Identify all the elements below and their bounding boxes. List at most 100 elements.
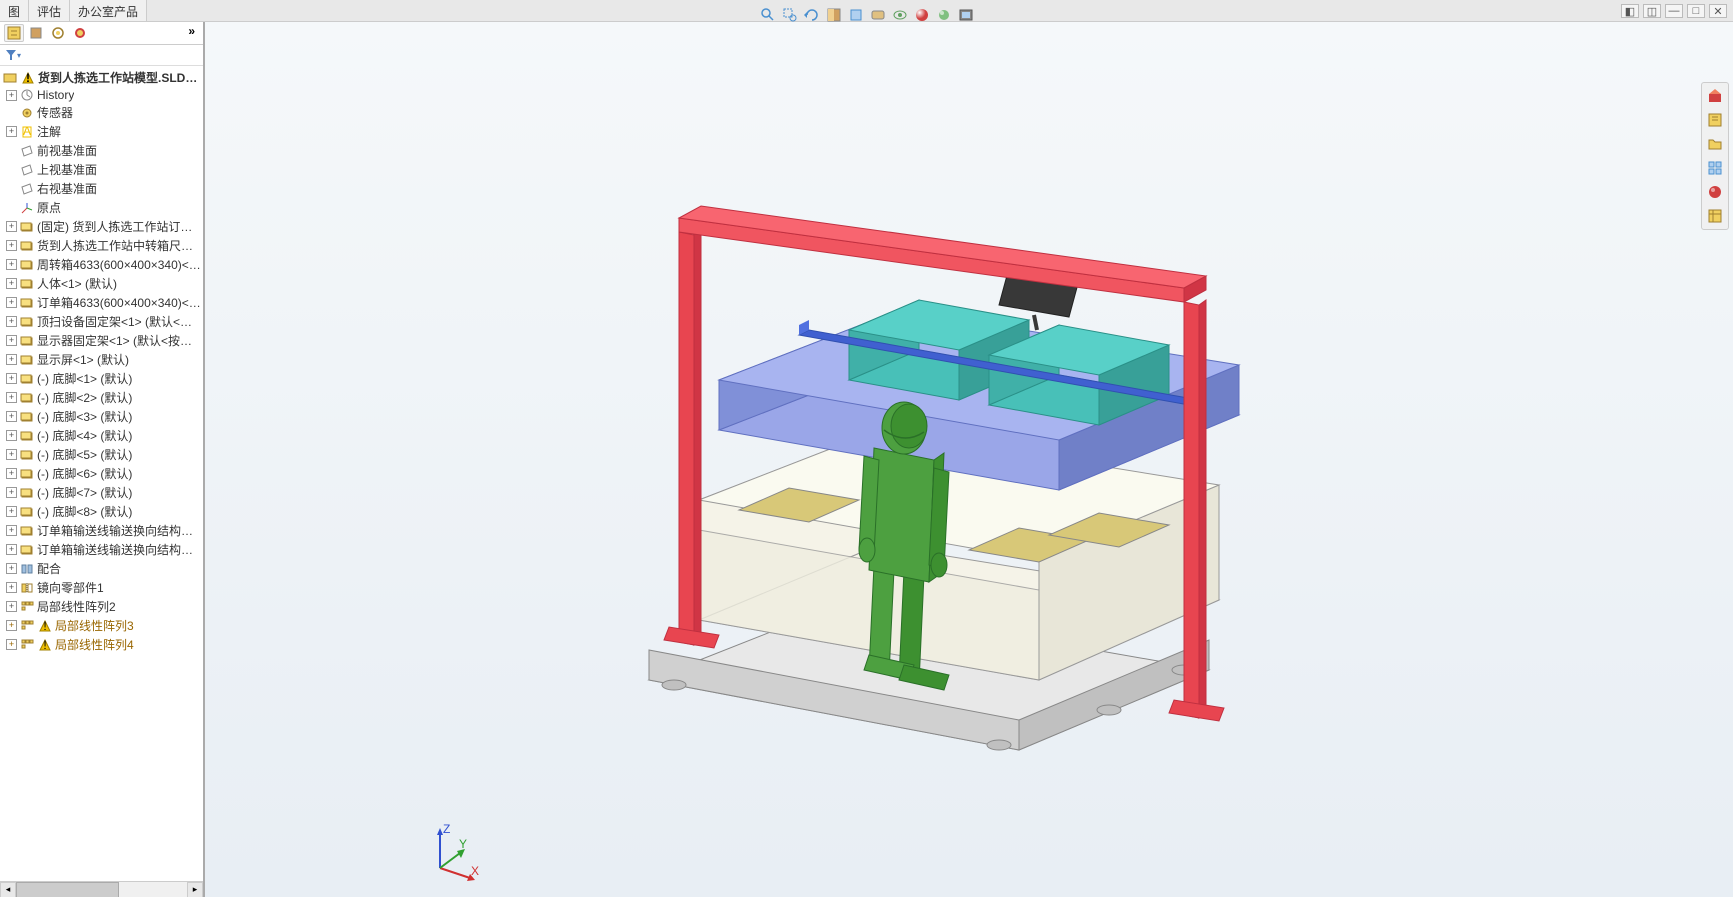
section-view-icon[interactable] [825, 6, 843, 24]
close-icon[interactable]: ✕ [1709, 4, 1727, 18]
zoom-fit-icon[interactable] [759, 6, 777, 24]
view-palette-icon[interactable] [1704, 157, 1726, 179]
expand-icon[interactable] [6, 107, 17, 118]
tree-item[interactable]: +(-) 底脚<5> (默认) [0, 445, 203, 464]
expand-icon[interactable]: + [6, 316, 17, 327]
filter-icon[interactable]: ▾ [4, 47, 22, 63]
dimxpert-tab-icon[interactable] [70, 24, 90, 42]
expand-icon[interactable] [6, 164, 17, 175]
tree-item[interactable]: +A注解 [0, 122, 203, 141]
tree-item[interactable]: +(-) 底脚<7> (默认) [0, 483, 203, 502]
tree-item[interactable]: +!局部线性阵列3 [0, 616, 203, 635]
tree-item[interactable]: +(-) 底脚<2> (默认) [0, 388, 203, 407]
tree-item[interactable]: +周转箱4633(600×400×340)<1> (固 [0, 255, 203, 274]
tree-item[interactable]: +配合 [0, 559, 203, 578]
expand-icon[interactable]: + [6, 544, 17, 555]
panel-max-icon[interactable]: ◫ [1643, 4, 1661, 18]
expand-icon[interactable]: + [6, 90, 17, 101]
apply-scene-icon[interactable] [935, 6, 953, 24]
panel-horizontal-scrollbar[interactable]: ◂ ▸ [0, 881, 203, 897]
scrollbar-right-icon[interactable]: ▸ [187, 882, 203, 897]
expand-icon[interactable]: + [6, 221, 17, 232]
view-orient-icon[interactable] [847, 6, 865, 24]
tree-item[interactable]: +镜向零部件1 [0, 578, 203, 597]
minimize-icon[interactable]: — [1665, 4, 1683, 18]
zoom-area-icon[interactable] [781, 6, 799, 24]
expand-icon[interactable]: + [6, 506, 17, 517]
3d-viewport[interactable]: Z X Y [205, 22, 1733, 897]
display-style-icon[interactable] [869, 6, 887, 24]
tree-item[interactable]: +人体<1> (默认) [0, 274, 203, 293]
feature-tree-tab-icon[interactable] [4, 24, 24, 42]
tree-item[interactable]: +顶扫设备固定架<1> (默认<按加工 [0, 312, 203, 331]
expand-icon[interactable]: + [6, 582, 17, 593]
expand-icon[interactable] [6, 145, 17, 156]
expand-icon[interactable] [6, 202, 17, 213]
tree-item[interactable]: +订单箱输送线输送换向结构总装<4> [0, 540, 203, 559]
design-library-icon[interactable] [1704, 109, 1726, 131]
main-area: » ▾ ! 货到人拣选工作站模型.SLDPRT (默 +History传感器+A… [0, 22, 1733, 897]
scrollbar-thumb[interactable] [16, 882, 119, 897]
tree-item[interactable]: +显示器固定架<1> (默认<按加工>) [0, 331, 203, 350]
tree-item[interactable]: 原点 [0, 198, 203, 217]
expand-icon[interactable]: + [6, 373, 17, 384]
expand-icon[interactable]: + [6, 278, 17, 289]
property-mgr-tab-icon[interactable] [26, 24, 46, 42]
tree-item[interactable]: +!局部线性阵列4 [0, 635, 203, 654]
expand-icon[interactable]: + [6, 259, 17, 270]
expand-icon[interactable]: + [6, 639, 17, 650]
panel-expand-icon[interactable]: » [184, 24, 199, 42]
tree-item[interactable]: +订单箱输送线输送换向结构总装<2> [0, 521, 203, 540]
tree-item[interactable]: +(-) 底脚<8> (默认) [0, 502, 203, 521]
tree-item[interactable]: +局部线性阵列2 [0, 597, 203, 616]
expand-icon[interactable]: + [6, 126, 17, 137]
menu-tab-view[interactable]: 图 [0, 0, 29, 21]
expand-icon[interactable]: + [6, 601, 17, 612]
tree-item[interactable]: 传感器 [0, 103, 203, 122]
tree-item[interactable]: +(-) 底脚<3> (默认) [0, 407, 203, 426]
tree-item[interactable]: +显示屏<1> (默认) [0, 350, 203, 369]
expand-icon[interactable]: + [6, 525, 17, 536]
tree-item[interactable]: 前视基准面 [0, 141, 203, 160]
rotate-icon[interactable] [803, 6, 821, 24]
menu-tab-office[interactable]: 办公室产品 [70, 0, 147, 21]
expand-icon[interactable]: + [6, 392, 17, 403]
expand-icon[interactable]: + [6, 430, 17, 441]
tree-root[interactable]: ! 货到人拣选工作站模型.SLDPRT (默 [0, 68, 203, 87]
feature-tree[interactable]: ! 货到人拣选工作站模型.SLDPRT (默 +History传感器+A注解前视… [0, 66, 203, 881]
expand-icon[interactable]: + [6, 240, 17, 251]
expand-icon[interactable]: + [6, 620, 17, 631]
tree-item[interactable]: +订单箱4633(600×400×340)<1> (固 [0, 293, 203, 312]
sw-resources-icon[interactable] [1704, 85, 1726, 107]
tree-item[interactable]: +货到人拣选工作站中转箱尺寸模型< [0, 236, 203, 255]
expand-icon[interactable] [6, 183, 17, 194]
appearances-icon[interactable] [1704, 181, 1726, 203]
expand-icon[interactable]: + [6, 563, 17, 574]
expand-icon[interactable]: + [6, 411, 17, 422]
config-mgr-tab-icon[interactable] [48, 24, 68, 42]
maximize-icon[interactable]: □ [1687, 4, 1705, 18]
scrollbar-track[interactable] [16, 882, 187, 897]
expand-icon[interactable]: + [6, 354, 17, 365]
expand-icon[interactable]: + [6, 468, 17, 479]
tree-item[interactable]: +(-) 底脚<4> (默认) [0, 426, 203, 445]
tree-item[interactable]: +(-) 底脚<1> (默认) [0, 369, 203, 388]
file-explorer-icon[interactable] [1704, 133, 1726, 155]
panel-min-icon[interactable]: ◧ [1621, 4, 1639, 18]
expand-icon[interactable]: + [6, 297, 17, 308]
expand-icon[interactable]: + [6, 487, 17, 498]
expand-icon[interactable]: + [6, 449, 17, 460]
expand-icon[interactable]: + [6, 335, 17, 346]
tree-item[interactable]: +(-) 底脚<6> (默认) [0, 464, 203, 483]
tree-item[interactable]: 上视基准面 [0, 160, 203, 179]
tree-item[interactable]: +(固定) 货到人拣选工作站订单箱尺寸 [0, 217, 203, 236]
tree-item[interactable]: +History [0, 87, 203, 103]
menu-tab-evaluate[interactable]: 评估 [29, 0, 70, 21]
appearance-icon[interactable] [913, 6, 931, 24]
view-settings-icon[interactable] [957, 6, 975, 24]
custom-props-icon[interactable] [1704, 205, 1726, 227]
scrollbar-left-icon[interactable]: ◂ [0, 882, 16, 897]
tree-item[interactable]: 右视基准面 [0, 179, 203, 198]
view-triad-icon[interactable]: Z X Y [425, 823, 485, 883]
hide-show-icon[interactable] [891, 6, 909, 24]
